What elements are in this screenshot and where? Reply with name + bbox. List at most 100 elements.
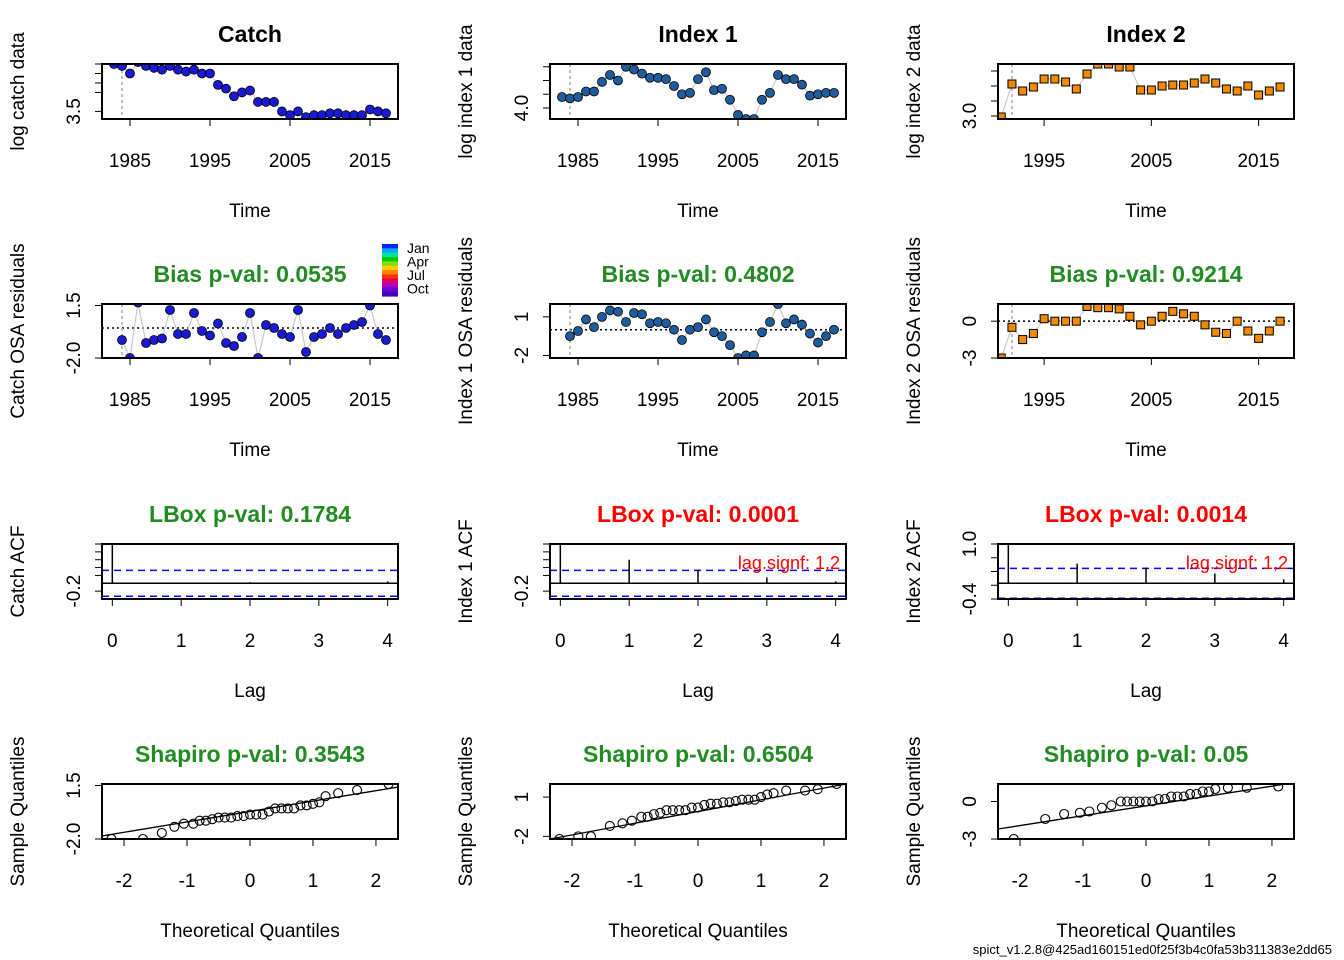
x-tick-label: 0 — [693, 871, 704, 892]
data-point — [757, 327, 767, 338]
plot-area — [998, 304, 1294, 358]
data-point — [1134, 796, 1145, 807]
data-point — [229, 341, 239, 351]
series-line — [121, 304, 387, 358]
data-point — [565, 93, 575, 104]
data-point — [1153, 793, 1164, 805]
data-point — [1264, 326, 1274, 336]
legend-swatch — [382, 248, 398, 254]
data-point — [725, 340, 735, 351]
plot-frame — [549, 543, 847, 600]
panel-catch-data: Catch Time log catch data 1985 1995 2005 2015 3… — [8, 21, 399, 222]
data-point — [1074, 807, 1085, 818]
plot-area — [998, 64, 1285, 119]
data-point — [1103, 304, 1113, 313]
x-axis-label: Time — [677, 440, 719, 461]
x-tick-label: 2015 — [349, 390, 391, 411]
x-tick-label: 1995 — [1023, 151, 1065, 172]
data-point — [749, 794, 760, 805]
panel-index1-resid: Bias p-val: 0.4802 Time Index 1 OSA residu… — [456, 237, 847, 461]
legend-swatch — [382, 270, 398, 275]
data-point — [352, 785, 363, 796]
plot-frame — [549, 783, 847, 840]
data-point — [661, 74, 671, 85]
data-point — [213, 318, 223, 329]
qq-line — [102, 786, 398, 837]
data-point — [636, 811, 647, 822]
x-tick-label: -1 — [627, 871, 644, 892]
data-point — [1147, 796, 1158, 807]
data-point — [181, 329, 191, 339]
panel-index2-qq: Shapiro p-val: 0.05 Theoretical Quantiles… — [904, 737, 1295, 942]
legend-swatch — [382, 265, 398, 271]
x-tick-label: 2 — [819, 871, 830, 892]
legend-swatch — [382, 261, 398, 267]
data-point — [800, 785, 811, 796]
plot-area — [550, 784, 846, 839]
data-point — [1232, 86, 1242, 96]
x-axis-label: Time — [677, 201, 719, 222]
data-point — [1136, 85, 1146, 95]
data-point — [1040, 813, 1051, 825]
y-axis-label: Index 2 OSA residuals — [904, 237, 925, 425]
panel-index1-qq: Shapiro p-val: 0.6504 Theoretical Quantil… — [456, 737, 847, 942]
data-point — [125, 68, 135, 79]
x-tick-label: 3 — [762, 631, 773, 652]
data-point — [357, 317, 367, 327]
data-point — [1243, 81, 1253, 91]
data-point — [156, 827, 167, 838]
y-axis-label: Catch ACF — [8, 526, 29, 618]
data-point — [365, 304, 375, 311]
data-point — [245, 85, 255, 96]
data-point — [125, 353, 135, 358]
data-point — [797, 79, 807, 90]
data-point — [1128, 796, 1139, 807]
data-point — [655, 807, 666, 818]
data-point — [189, 308, 199, 318]
data-point — [797, 319, 807, 330]
data-point — [1071, 84, 1081, 94]
y-axis-label: Catch OSA residuals — [8, 243, 29, 418]
data-point — [743, 794, 754, 805]
data-point — [383, 784, 394, 790]
x-tick-label: -1 — [1075, 871, 1092, 892]
data-point — [669, 81, 679, 91]
x-axis-label: Time — [1125, 201, 1167, 222]
x-tick-label: 2015 — [1237, 390, 1279, 411]
lag-signf-label: lag.signf: 1,2 — [1186, 553, 1288, 573]
data-point — [1168, 306, 1178, 316]
data-point — [573, 831, 584, 839]
data-point — [221, 83, 231, 94]
data-point — [1211, 327, 1221, 337]
data-point — [226, 812, 237, 823]
x-tick-label: 1995 — [189, 390, 231, 411]
x-tick-label: 2015 — [349, 151, 391, 172]
y-tick-label: -0.4 — [960, 582, 981, 615]
x-tick-label: 0 — [1003, 631, 1014, 652]
x-tick-label: 2005 — [1130, 390, 1172, 411]
panel-title: Index 2 — [1106, 21, 1185, 47]
data-point — [1189, 311, 1199, 321]
legend-label: Oct — [407, 281, 429, 297]
data-point — [669, 324, 679, 335]
data-point — [165, 305, 175, 315]
data-point — [295, 800, 306, 811]
data-point — [661, 805, 672, 816]
data-point — [381, 335, 391, 345]
x-tick-label: -1 — [179, 871, 196, 892]
data-point — [733, 353, 743, 358]
data-point — [565, 331, 575, 342]
data-point — [737, 794, 748, 805]
x-tick-label: 0 — [555, 631, 566, 652]
data-point — [238, 811, 249, 822]
data-point — [1157, 311, 1167, 321]
data-point — [773, 304, 783, 309]
data-point — [789, 314, 799, 325]
data-point — [773, 70, 783, 80]
data-point — [194, 815, 205, 826]
data-point — [693, 74, 703, 85]
data-point — [677, 89, 687, 100]
data-point — [573, 92, 583, 102]
data-point — [178, 818, 189, 829]
data-point — [589, 86, 599, 97]
